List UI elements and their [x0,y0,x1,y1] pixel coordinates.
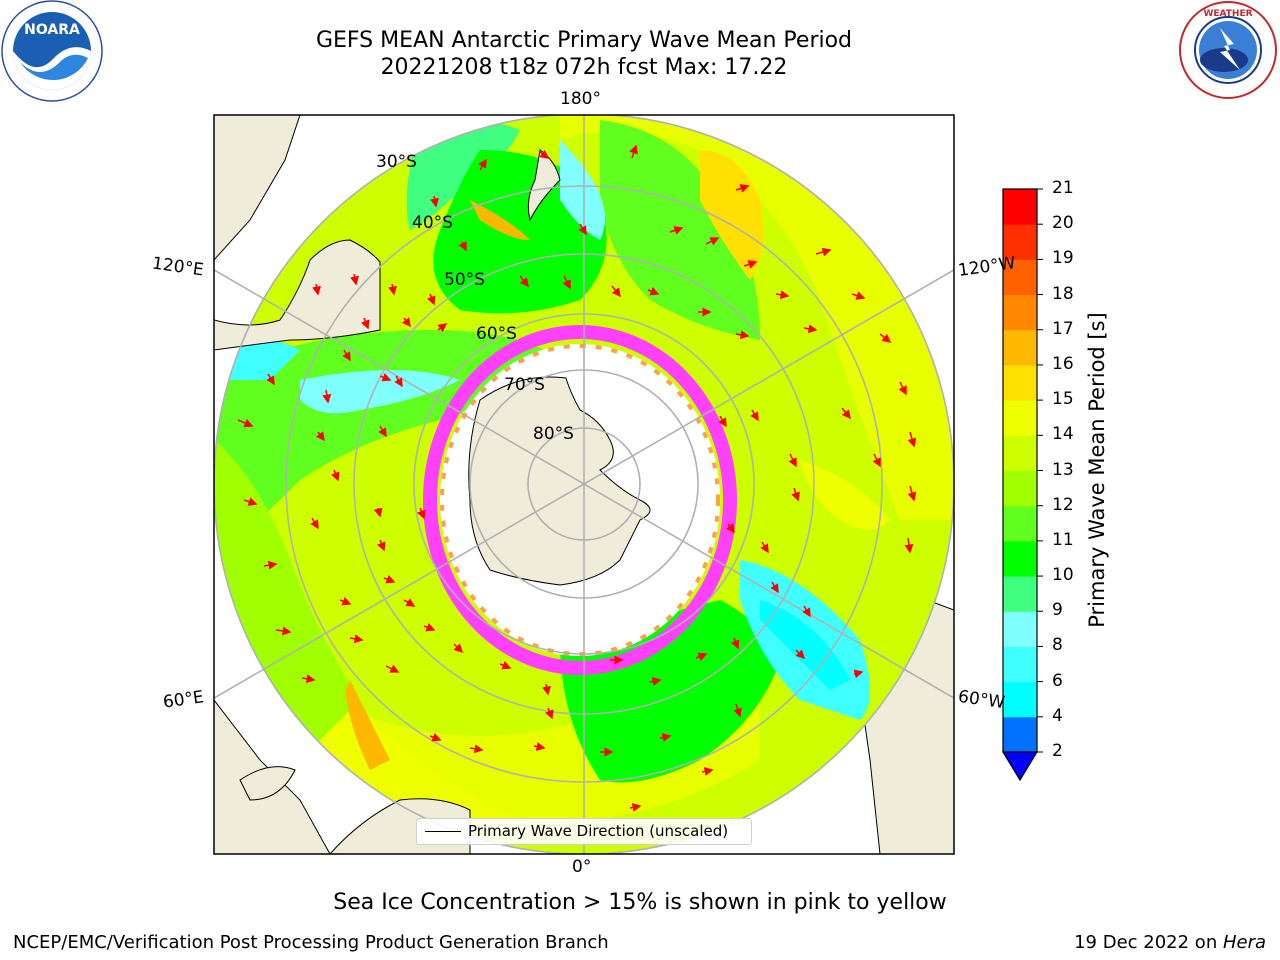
lat-label-80s: 80°S [533,424,574,444]
wave-direction-arrows [237,144,917,812]
colorbar-tick-label: 4 [1052,705,1063,726]
colorbar-label: Primary Wave Mean Period [s] [1085,312,1109,628]
colorbar-segment [1003,470,1037,507]
graticule [214,115,954,854]
colorbar-segment [1003,224,1037,260]
noaa-logo: NOARA [1,0,103,102]
colorbar-segment [1003,505,1037,542]
sea-ice-caption: Sea Ice Concentration > 15% is shown in … [333,890,947,915]
map-frame [213,114,955,855]
svg-text:NOARA: NOARA [24,22,80,38]
colorbar-segment [1003,681,1037,718]
colorbar-tick-label: 11 [1052,529,1074,550]
colorbar-segment [1003,400,1037,436]
footer-date: 19 Dec 2022 on Hera [1074,932,1266,953]
colorbar-tick-label: 17 [1052,318,1074,339]
lat-label-70s: 70°S [504,375,545,395]
lon-label-0: 0° [572,857,592,877]
colorbar-tick-label: 15 [1052,389,1074,410]
colorbar-segment [1003,435,1037,471]
footer-host: Hera [1222,932,1266,953]
lon-label-180: 180° [560,89,601,109]
colorbar-segment [1003,646,1037,683]
colorbar-segment [1003,189,1037,225]
new-zealand-landmass [527,149,561,222]
colorbar-segment [1003,259,1037,296]
colorbar-segment [1003,364,1037,401]
colorbar-segment [1003,329,1037,366]
australia-landmass [214,239,381,351]
colorbar-tick-label: 14 [1052,424,1074,445]
lat-label-30s: 30°S [376,152,417,172]
colorbar-tick-label: 9 [1052,600,1063,621]
colorbar-tick-label: 20 [1052,213,1074,234]
map-legend: Primary Wave Direction (unscaled) [416,818,752,845]
colorbar-tick-label: 8 [1052,635,1063,656]
colorbar-segment [1003,576,1037,612]
chart-title: GEFS MEAN Antarctic Primary Wave Mean Pe… [315,28,853,53]
colorbar-tick-label: 10 [1052,565,1074,586]
nws-logo: WEATHER [1179,1,1277,99]
lat-label-40s: 40°S [412,213,453,233]
colorbar-tick-label: 2 [1052,741,1063,761]
colorbar-tick-label: 12 [1052,494,1074,515]
svg-text:WEATHER: WEATHER [1203,9,1252,19]
lat-label-50s: 50°S [444,270,485,290]
legend-line-swatch [425,831,461,832]
colorbar-tick-label: 13 [1052,459,1074,480]
colorbar-tick-label: 19 [1052,248,1074,269]
colorbar-extend-triangle [1001,751,1039,782]
colorbar-segment [1003,716,1037,753]
madagascar-landmass [239,766,296,801]
colorbar-tick-label: 21 [1052,178,1074,198]
footer-credit: NCEP/EMC/Verification Post Processing Pr… [13,932,609,953]
footer-date-prefix: 19 Dec 2022 on [1074,932,1223,953]
legend-text: Primary Wave Direction (unscaled) [468,822,729,840]
colorbar-segment [1003,611,1037,647]
antarctica-landmass [468,376,651,586]
colorbar [1003,188,1043,753]
chart-subtitle: 20221208 t18z 072h fcst Max: 17.22 [380,55,788,80]
colorbar-segment [1003,540,1037,577]
colorbar-segment [1003,294,1037,331]
colorbar-tick-label: 6 [1052,670,1063,691]
lat-label-60s: 60°S [476,324,517,344]
colorbar-tick-label: 18 [1052,283,1074,304]
colorbar-tick-label: 16 [1052,353,1074,374]
